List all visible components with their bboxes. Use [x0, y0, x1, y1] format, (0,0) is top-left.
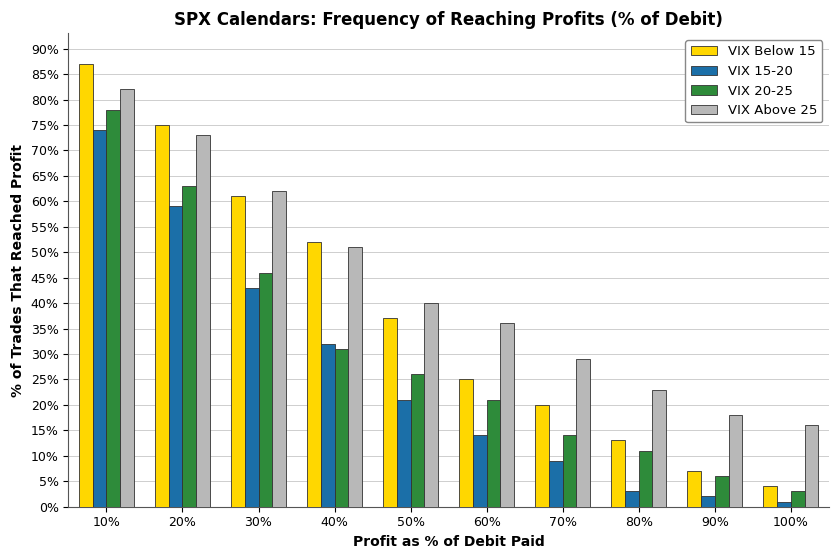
X-axis label: Profit as % of Debit Paid: Profit as % of Debit Paid	[353, 535, 544, 549]
Bar	[791, 491, 805, 507]
Bar	[486, 400, 501, 507]
Bar	[535, 405, 549, 507]
Bar	[805, 425, 818, 507]
Bar	[120, 90, 134, 507]
Bar	[383, 319, 397, 507]
Y-axis label: % of Trades That Reached Profit: % of Trades That Reached Profit	[11, 143, 25, 396]
Bar	[334, 349, 349, 507]
Bar	[687, 471, 701, 507]
Bar	[182, 186, 197, 507]
Legend: VIX Below 15, VIX 15-20, VIX 20-25, VIX Above 25: VIX Below 15, VIX 15-20, VIX 20-25, VIX …	[685, 40, 822, 123]
Bar	[612, 441, 625, 507]
Bar	[638, 451, 653, 507]
Bar	[653, 390, 666, 507]
Bar	[411, 374, 424, 507]
Bar	[728, 415, 743, 507]
Bar	[424, 303, 438, 507]
Bar	[777, 502, 791, 507]
Bar	[349, 247, 362, 507]
Bar	[701, 496, 715, 507]
Bar	[155, 125, 169, 507]
Bar	[92, 130, 107, 507]
Bar	[459, 380, 473, 507]
Bar	[244, 288, 259, 507]
Bar	[764, 486, 777, 507]
Bar	[397, 400, 411, 507]
Bar	[501, 324, 514, 507]
Bar	[231, 196, 244, 507]
Bar	[197, 135, 210, 507]
Bar	[625, 491, 638, 507]
Bar	[563, 435, 576, 507]
Bar	[307, 242, 321, 507]
Bar	[473, 435, 486, 507]
Bar	[272, 191, 286, 507]
Bar	[576, 359, 590, 507]
Bar	[169, 207, 182, 507]
Bar	[715, 476, 728, 507]
Title: SPX Calendars: Frequency of Reaching Profits (% of Debit): SPX Calendars: Frequency of Reaching Pro…	[174, 11, 723, 29]
Bar	[79, 64, 92, 507]
Bar	[321, 344, 334, 507]
Bar	[259, 273, 272, 507]
Bar	[107, 110, 120, 507]
Bar	[549, 461, 563, 507]
